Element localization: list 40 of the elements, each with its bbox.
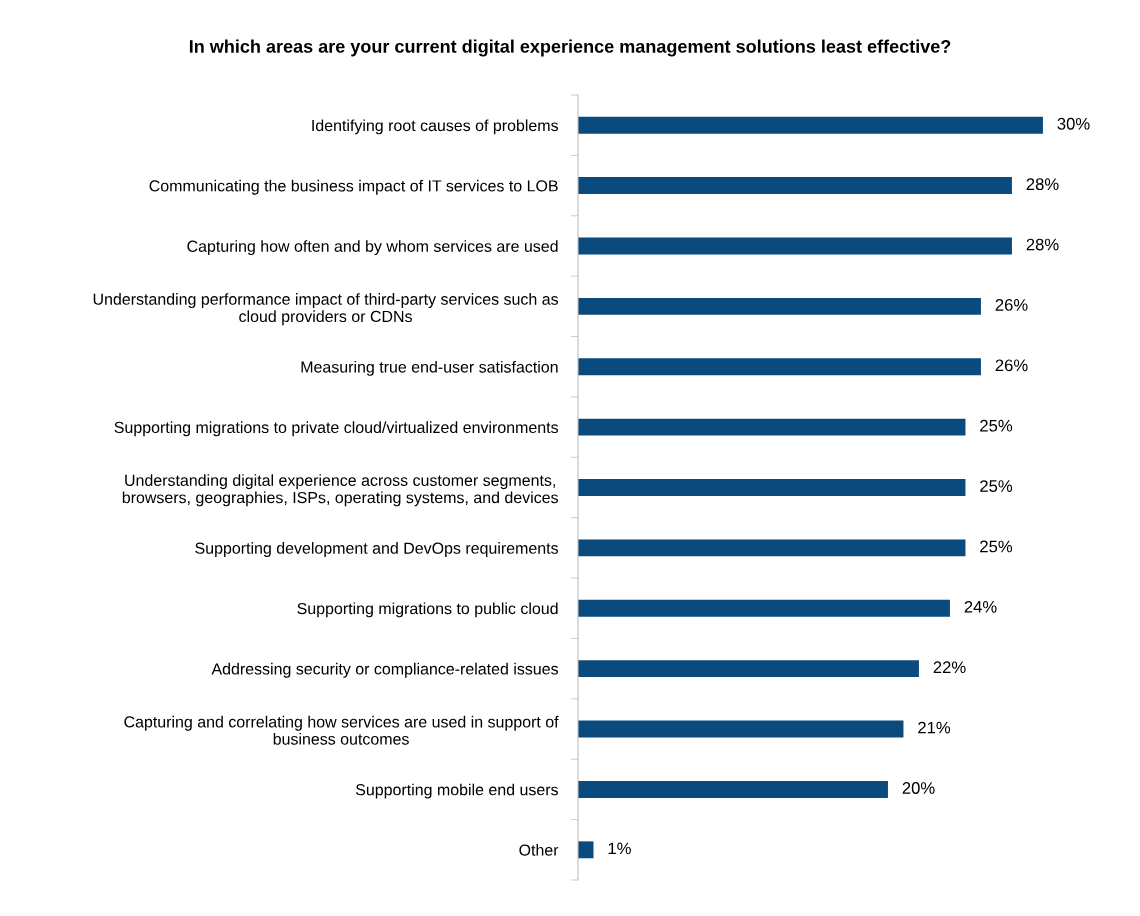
data-label: 25%: [980, 419, 1013, 432]
bar: [578, 237, 1012, 255]
y-tick-label: Supporting development and DevOps requirements: [195, 542, 559, 557]
bar: [578, 297, 981, 315]
y-tick-label: Understanding performance impact of third-party services such as cloud providers or CDNs: [93, 293, 559, 326]
data-label: 30%: [1057, 117, 1090, 130]
bar: [578, 358, 981, 376]
y-tick-label: Capturing how often and by whom services are used: [187, 240, 558, 256]
data-label: 24%: [964, 600, 997, 613]
y-tick-label: Supporting mobile end users: [355, 783, 558, 799]
bar: [578, 720, 904, 738]
bar: [578, 539, 966, 557]
data-label: 28%: [1026, 238, 1059, 251]
y-tick-label: Capturing and correlating how services are used in support of business outcomes: [124, 715, 559, 745]
data-label: 28%: [1026, 178, 1059, 191]
bar: [578, 177, 1012, 195]
y-tick-label: Other: [519, 844, 559, 856]
y-tick-label: Measuring true end-user satisfaction: [301, 360, 558, 376]
y-tick-label: Understanding digital experience across customer segments, browsers, geographies, ISPs, operating systems, and devices: [122, 474, 559, 507]
data-label: 22%: [933, 661, 966, 674]
bar: [578, 660, 919, 678]
y-tick-label: Communicating the business impact of IT services to LOB: [149, 179, 558, 195]
data-label: 25%: [980, 480, 1013, 492]
data-label: 26%: [995, 359, 1028, 372]
y-tick-label: Supporting migrations to public cloud: [297, 602, 558, 618]
data-label: 25%: [980, 540, 1013, 553]
chart-title: In which areas are your current digital experience management solutions least effective?: [189, 39, 951, 57]
data-label: 20%: [902, 782, 935, 794]
y-tick-label: Addressing security or compliance-related issues: [211, 662, 558, 678]
bar: [578, 599, 950, 617]
data-label: 26%: [995, 299, 1028, 311]
bar: [578, 116, 1043, 134]
bar: [578, 841, 594, 859]
bar: [578, 418, 966, 436]
bar: [578, 479, 966, 496]
data-label: 1%: [608, 842, 631, 855]
bar: [578, 780, 888, 798]
data-label: 21%: [918, 721, 951, 734]
y-tick-label: Supporting migrations to private cloud/virtualized environments: [114, 421, 559, 437]
y-tick-label: Identifying root causes of problems: [312, 119, 558, 135]
